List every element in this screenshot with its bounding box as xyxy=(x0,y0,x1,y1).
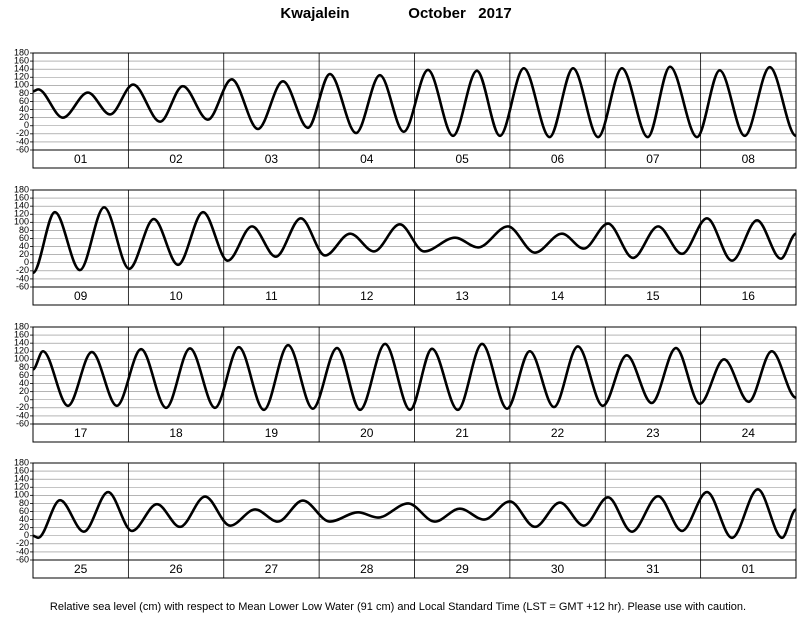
day-label: 27 xyxy=(265,562,279,576)
day-label: 15 xyxy=(646,289,660,303)
day-label: 01 xyxy=(74,152,88,166)
y-tick-label: -60 xyxy=(16,144,29,154)
day-label: 16 xyxy=(742,289,756,303)
day-label: 29 xyxy=(456,562,470,576)
day-label: 17 xyxy=(74,426,88,440)
y-tick-label: 160 xyxy=(14,192,29,202)
y-tick-label: -40 xyxy=(16,410,29,420)
y-tick-label: 0 xyxy=(24,394,29,404)
y-tick-label: 120 xyxy=(14,209,29,219)
tide-line xyxy=(32,342,797,412)
y-tick-label: 140 xyxy=(14,64,29,74)
y-tick-label: 180 xyxy=(14,321,29,331)
y-tick-label: 0 xyxy=(24,530,29,540)
y-tick-label: -60 xyxy=(16,554,29,564)
y-tick-label: 180 xyxy=(14,47,29,57)
y-tick-label: 20 xyxy=(19,112,29,122)
y-tick-label: 160 xyxy=(14,329,29,339)
y-tick-label: -20 xyxy=(16,128,29,138)
day-label: 10 xyxy=(169,289,183,303)
day-label: 30 xyxy=(551,562,565,576)
y-tick-label: 140 xyxy=(14,474,29,484)
y-tick-label: -20 xyxy=(16,538,29,548)
day-label: 22 xyxy=(551,426,565,440)
day-label: 19 xyxy=(265,426,279,440)
y-tick-label: -40 xyxy=(16,546,29,556)
day-label: 23 xyxy=(646,426,660,440)
y-tick-label: 20 xyxy=(19,386,29,396)
y-tick-label: -60 xyxy=(16,281,29,291)
day-label: 07 xyxy=(646,152,660,166)
month: October 2017 xyxy=(408,5,511,22)
panel-frame xyxy=(32,52,797,169)
day-label: 03 xyxy=(265,152,279,166)
y-tick-label: 20 xyxy=(19,249,29,259)
day-label: 08 xyxy=(742,152,756,166)
y-tick-label: 80 xyxy=(19,498,29,508)
day-label: 21 xyxy=(456,426,470,440)
title: Kwajalein xyxy=(280,5,349,22)
y-tick-label: 40 xyxy=(19,514,29,524)
day-label: 13 xyxy=(456,289,470,303)
y-tick-label: 100 xyxy=(14,80,29,90)
tide-line xyxy=(32,487,797,540)
day-label: 12 xyxy=(360,289,374,303)
y-tick-label: 160 xyxy=(14,55,29,65)
y-tick-label: 0 xyxy=(24,257,29,267)
y-tick-label: 80 xyxy=(19,225,29,235)
y-tick-label: -60 xyxy=(16,418,29,428)
panel-frame xyxy=(32,462,797,579)
y-tick-label: 140 xyxy=(14,201,29,211)
y-tick-label: 60 xyxy=(19,506,29,516)
day-label: 05 xyxy=(456,152,470,166)
y-tick-label: -40 xyxy=(16,136,29,146)
y-tick-label: 140 xyxy=(14,338,29,348)
day-label: 02 xyxy=(169,152,183,166)
day-label: 26 xyxy=(169,562,183,576)
y-tick-label: 120 xyxy=(14,72,29,82)
y-tick-label: 100 xyxy=(14,354,29,364)
y-tick-label: 0 xyxy=(24,120,29,130)
day-label: 06 xyxy=(551,152,565,166)
tide-line xyxy=(31,206,797,275)
y-tick-label: 60 xyxy=(19,370,29,380)
y-tick-label: 40 xyxy=(19,378,29,388)
day-label: 14 xyxy=(551,289,565,303)
day-label: 01 xyxy=(742,562,756,576)
day-label: 25 xyxy=(74,562,88,576)
tide-line xyxy=(32,65,797,139)
y-tick-label: -20 xyxy=(16,402,29,412)
day-label: 24 xyxy=(742,426,756,440)
y-tick-label: 60 xyxy=(19,233,29,243)
day-label: 09 xyxy=(74,289,88,303)
y-tick-label: 60 xyxy=(19,96,29,106)
day-label: 28 xyxy=(360,562,374,576)
y-tick-label: 40 xyxy=(19,104,29,114)
y-tick-label: -20 xyxy=(16,265,29,275)
y-tick-label: 80 xyxy=(19,362,29,372)
y-tick-label: 100 xyxy=(14,217,29,227)
panel-frame xyxy=(32,326,797,443)
y-tick-label: 160 xyxy=(14,465,29,475)
footnote: Relative sea level (cm) with respect to … xyxy=(50,601,746,613)
day-label: 31 xyxy=(646,562,660,576)
day-label: 18 xyxy=(169,426,183,440)
day-label: 20 xyxy=(360,426,374,440)
y-tick-label: 180 xyxy=(14,184,29,194)
y-tick-label: 20 xyxy=(19,522,29,532)
y-tick-label: 80 xyxy=(19,88,29,98)
day-label: 04 xyxy=(360,152,374,166)
y-tick-label: 120 xyxy=(14,346,29,356)
panel-frame xyxy=(32,189,797,306)
y-tick-label: 100 xyxy=(14,490,29,500)
y-tick-label: -40 xyxy=(16,273,29,283)
y-tick-label: 180 xyxy=(14,457,29,467)
y-tick-label: 40 xyxy=(19,241,29,251)
y-tick-label: 120 xyxy=(14,482,29,492)
day-label: 11 xyxy=(265,289,278,303)
